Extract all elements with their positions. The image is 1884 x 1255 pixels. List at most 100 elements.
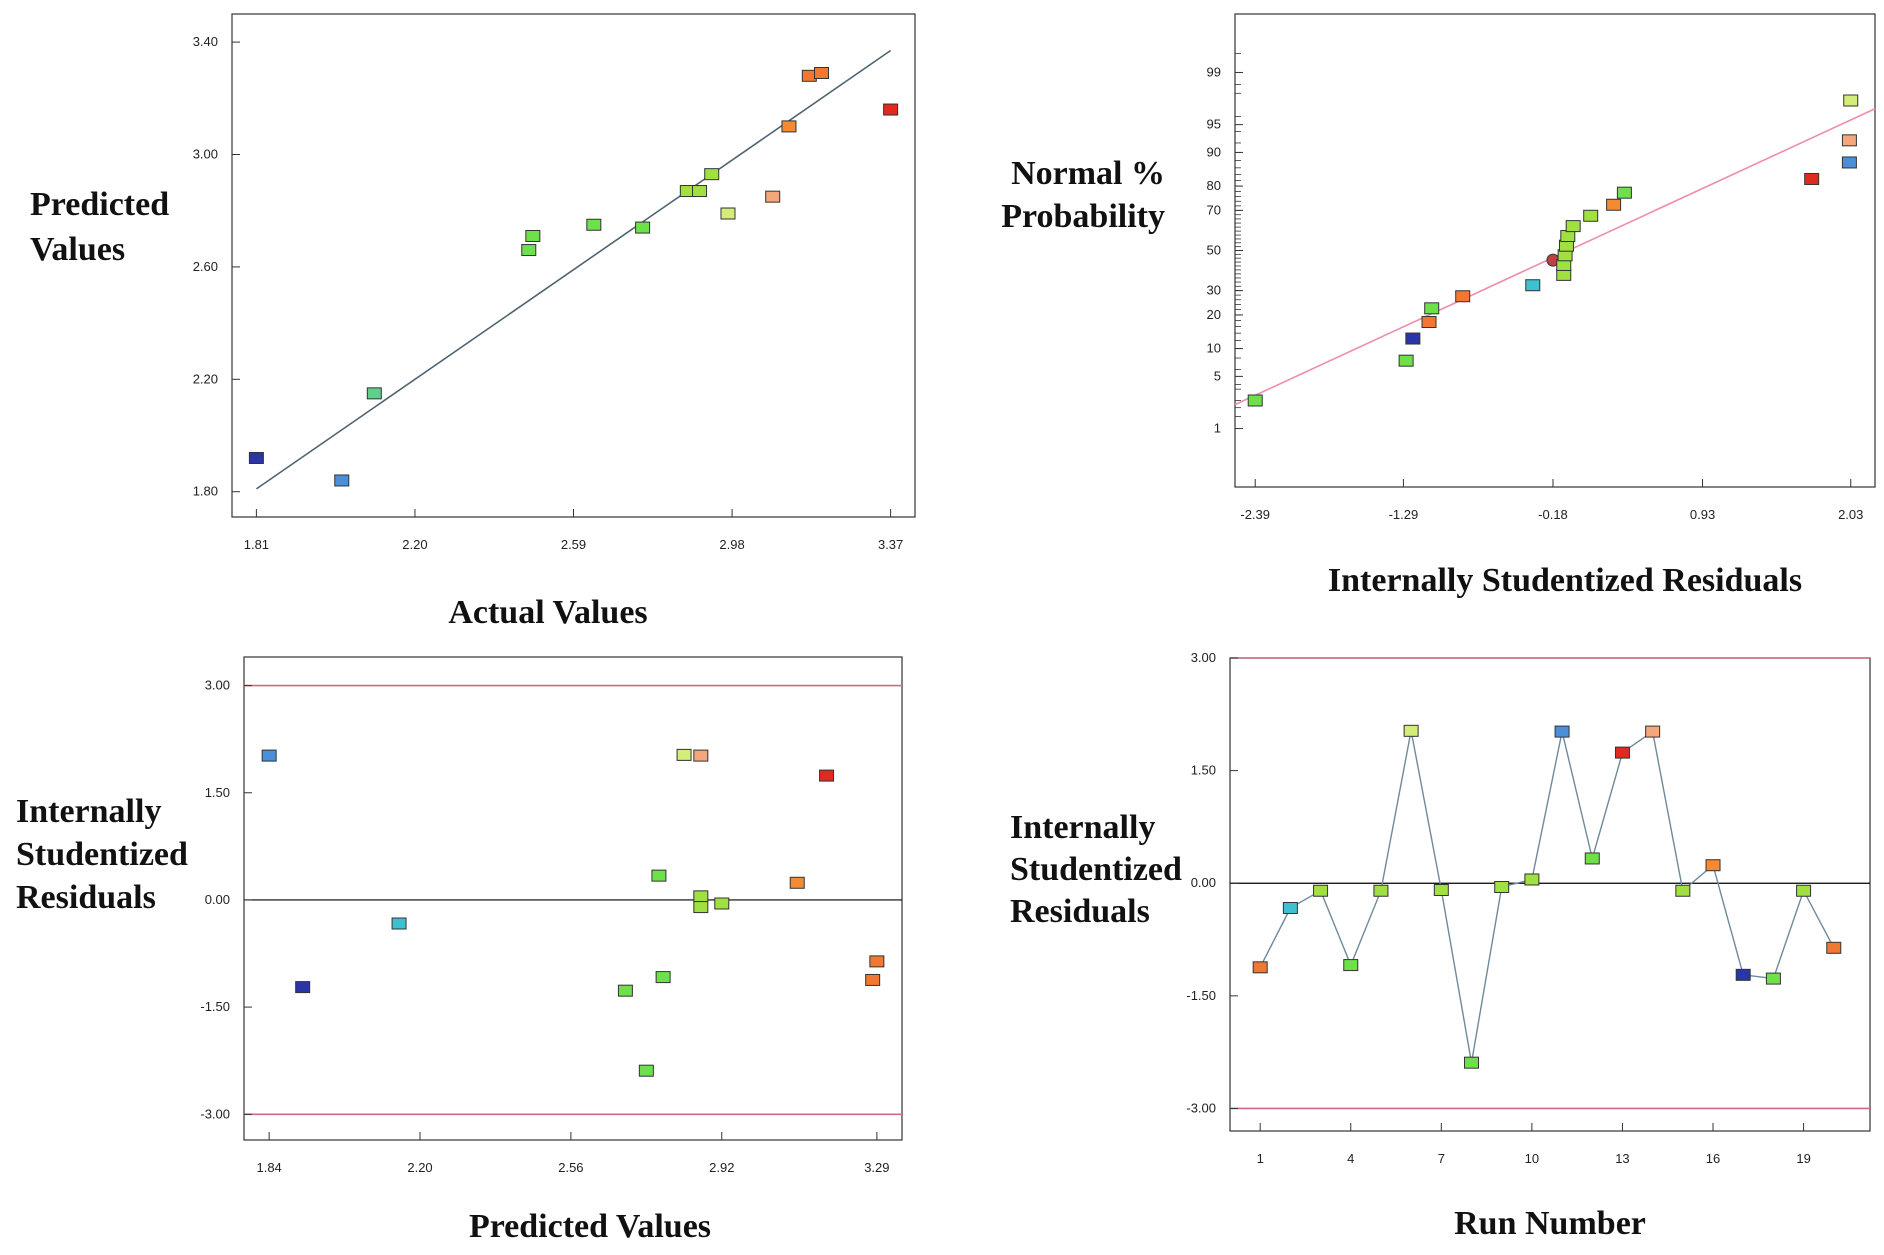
x-tick-label-0: 1 [1257,1151,1264,1166]
data-point-14 [1675,884,1691,897]
data-point-16 [1616,186,1632,199]
y-tick-label-4: -3.00 [1186,1100,1216,1115]
y-tick-label-4: 30 [1207,283,1221,298]
y-tick-label-2: 2.60 [193,259,218,274]
y-tick-label-3: -1.50 [1186,988,1216,1003]
y-axis-title-line-1: Internally [1010,809,1155,846]
data-point-11 [765,190,781,203]
x-tick-label-5: 16 [1706,1151,1720,1166]
normal-probability-panel: 1 5 10 20 30 50 70 80 90 95 99 -2.39 -1.29 -0.18 0.93… [1001,13,1876,599]
data-point-7 [676,748,692,761]
x-tick-label-3: 2.98 [719,537,744,552]
data-point-3 [521,244,537,257]
data-point-9 [693,890,709,903]
y-tick-label-2: 0.00 [1191,875,1216,890]
data-point-5 [651,869,667,882]
data-point-15 [883,103,899,116]
y-axis-title-line-2: Probability [1001,198,1165,235]
data-point-2 [1313,884,1329,897]
y-tick-label-3: 20 [1207,307,1221,322]
x-tick-label-6: 19 [1796,1151,1810,1166]
probability-minor-ticks [1235,52,1241,417]
data-point-3 [1343,959,1359,972]
x-axis-title: Predicted Values [469,1208,711,1245]
data-point-2 [391,917,407,930]
data-point-8 [1494,880,1510,893]
x-axis-title: Actual Values [448,594,647,631]
y-tick-label-2: 10 [1207,341,1221,356]
data-point-3 [617,984,633,997]
y-tick-label-3: 3.00 [193,147,218,162]
data-point-12 [1560,230,1576,243]
data-point-9 [1524,873,1540,886]
y-tick-label-8: 90 [1207,144,1221,159]
data-point-18 [1796,884,1812,897]
data-point-5 [586,218,602,231]
data-point-2 [366,387,382,400]
data-point-20 [1843,94,1859,107]
y-axis-title-line-3: Residuals [1010,893,1150,930]
x-tick-label-3: 10 [1525,1151,1539,1166]
data-point-6 [1433,883,1449,896]
y-axis-title-line-1: Internally [16,793,161,830]
data-point-12 [781,120,797,133]
y-tick-labels: 3.00 1.50 0.00 -1.50 -3.00 [200,678,252,1121]
data-point-15 [1705,859,1721,872]
data-point-10 [693,901,709,914]
x-tick-labels: 1.81 2.20 2.59 2.98 3.37 [244,509,903,552]
data-point-6 [635,221,651,234]
data-point-19 [1826,941,1842,954]
data-point-12 [789,876,805,889]
x-tick-label-1: 2.20 [407,1160,432,1175]
x-tick-label-1: 4 [1347,1151,1354,1166]
data-point-8 [692,185,708,198]
x-tick-label-2: 2.56 [558,1160,583,1175]
data-point-1 [1398,354,1414,367]
plot-frame [231,13,916,518]
data-points [261,748,885,1077]
y-tick-label-0: 3.00 [1191,650,1216,665]
data-point-11 [1584,852,1600,865]
residuals-vs-predicted-panel: 3.00 1.50 0.00 -1.50 -3.00 1.84 2.20 2.56 2.92 3… [16,656,903,1245]
x-tick-labels: 1 4 7 10 13 16 19 [1257,1123,1811,1166]
data-point-11 [714,897,730,910]
x-tick-label-0: 1.84 [256,1160,281,1175]
x-tick-label-2: 2.59 [561,537,586,552]
data-point-0 [248,451,264,464]
y-axis-title-line-3: Residuals [16,879,156,916]
fit-line [255,49,892,490]
y-tick-label-9: 95 [1207,117,1221,132]
x-tick-label-0: -2.39 [1240,507,1270,522]
x-tick-label-1: 2.20 [402,537,427,552]
x-tick-labels: -2.39 -1.29 -0.18 0.93 2.03 [1240,479,1863,522]
predicted-vs-actual-panel: 1.80 2.20 2.60 3.00 3.40 1.81 2.20 2.59 2.98 3.3… [30,13,916,631]
reference-lines [1230,657,1870,1110]
x-tick-label-4: 13 [1615,1151,1629,1166]
data-point-9 [704,168,720,181]
data-point-8 [693,749,709,762]
data-point-14 [1583,209,1599,222]
x-tick-label-1: -1.29 [1389,507,1419,522]
data-point-1 [1282,902,1298,915]
data-point-10 [720,207,736,220]
y-tick-label-4: -3.00 [200,1106,230,1121]
y-tick-label-1: 5 [1214,368,1221,383]
reference-lines [244,684,902,1116]
y-tick-label-1: 2.20 [193,371,218,386]
y-tick-label-0: 1 [1214,421,1221,436]
y-tick-labels: 1 5 10 20 30 50 70 80 90 95 99 [1207,64,1243,436]
x-tick-label-2: 7 [1438,1151,1445,1166]
data-point-6 [1525,279,1541,292]
y-tick-label-5: 50 [1207,243,1221,258]
y-tick-label-7: 80 [1207,178,1221,193]
data-point-13 [1565,220,1581,233]
y-tick-label-3: -1.50 [200,999,230,1014]
y-axis-title-line-1: Predicted [30,186,169,223]
data-point-7 [1464,1056,1480,1069]
data-point-0 [261,749,277,762]
y-tick-labels: 3.00 1.50 0.00 -1.50 -3.00 [1186,650,1238,1115]
x-tick-label-4: 2.03 [1838,507,1863,522]
x-axis-title: Run Number [1454,1205,1646,1242]
data-points [1252,724,1842,1069]
y-axis-title-line-1: Normal % [1011,155,1165,192]
